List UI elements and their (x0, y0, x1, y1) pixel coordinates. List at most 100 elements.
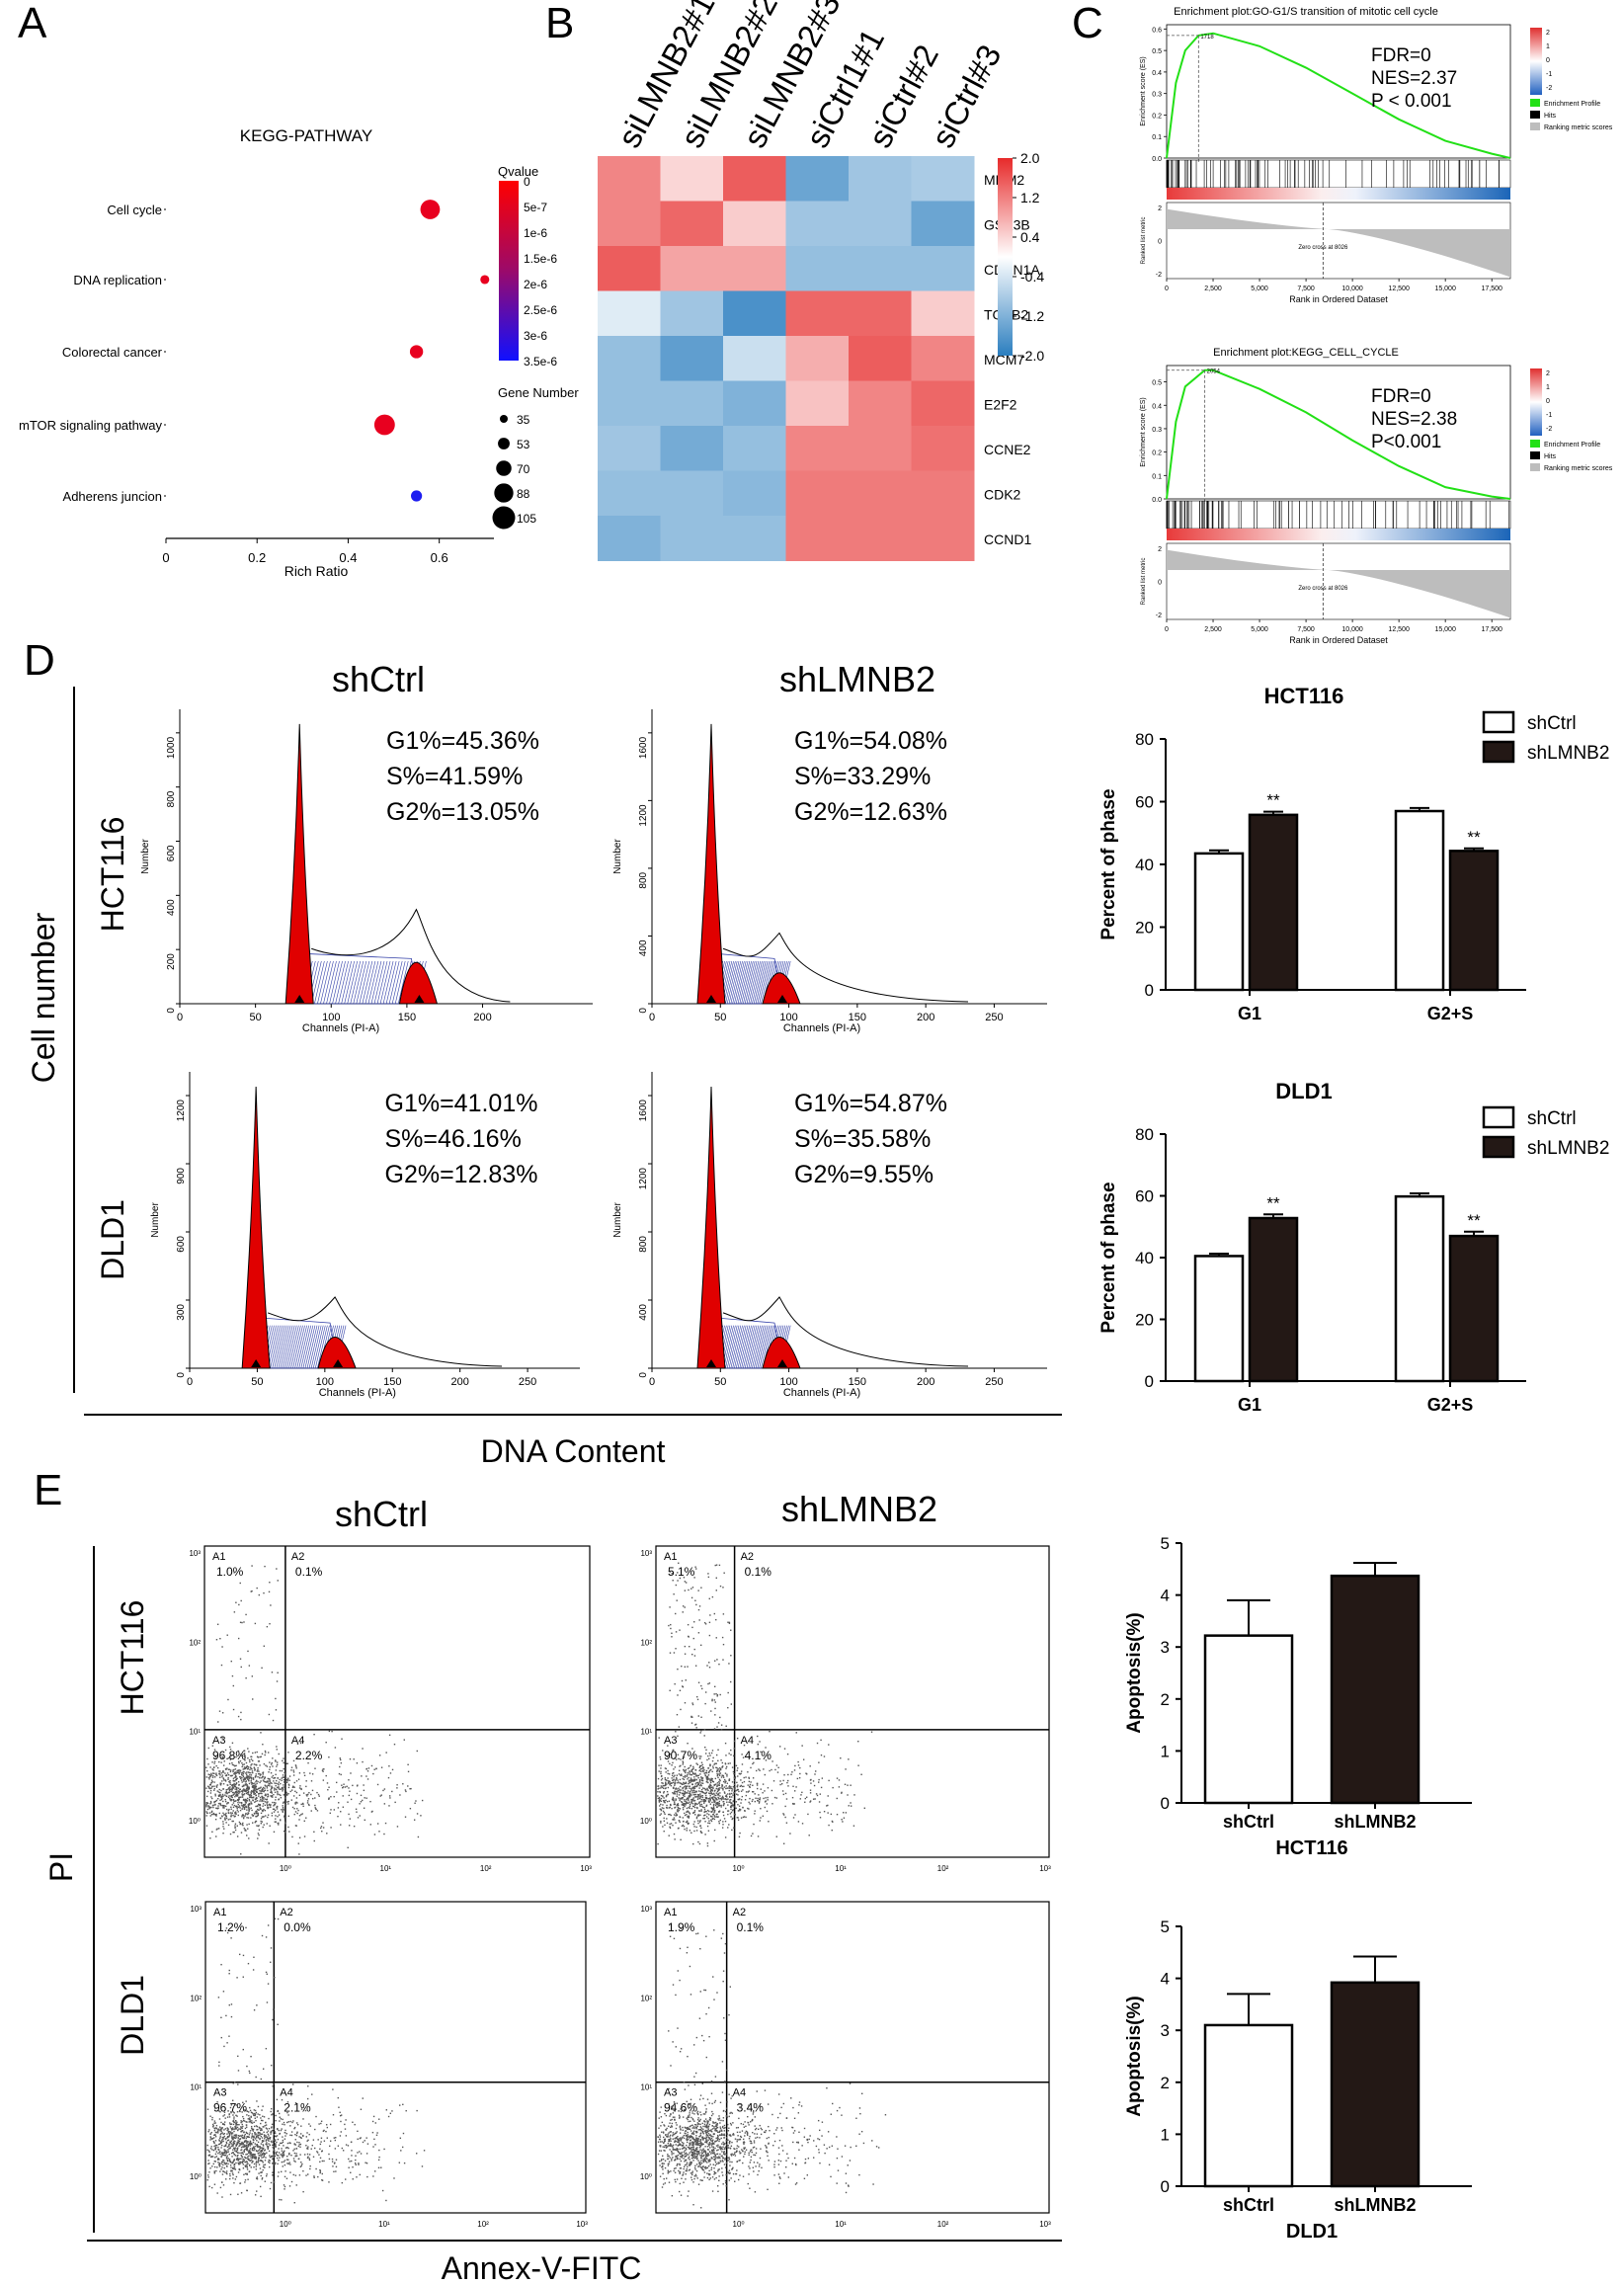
flow-dot (669, 1827, 672, 1830)
flow-dot (261, 2140, 264, 2142)
flow-dot (285, 1781, 288, 1783)
flow-dot (223, 2135, 225, 2138)
flow-dot (215, 2144, 218, 2147)
flow-dot (712, 1765, 714, 1767)
flow-dot (319, 2148, 321, 2151)
flow-dot (288, 2185, 291, 2187)
flow-dot (676, 1776, 678, 1779)
flow-dot (663, 1812, 666, 1814)
flow-dot (260, 2153, 262, 2155)
flow-dot (704, 1821, 706, 1823)
flow-dot (692, 1773, 695, 1775)
flow-dot (240, 2146, 243, 2149)
flow-dot (665, 1767, 668, 1770)
flow-dot (229, 1758, 232, 1760)
flow-dot (695, 1817, 698, 1820)
flow-dot (232, 2082, 234, 2084)
hist-g2-peak (398, 961, 439, 1005)
flow-dot (229, 1812, 232, 1814)
flow-dot (351, 2155, 353, 2157)
flow-dot (365, 2137, 367, 2139)
flow-dot (246, 2114, 248, 2116)
flow-dot (726, 1801, 728, 1803)
flow-dot (271, 2141, 273, 2144)
flow-dot (264, 2136, 266, 2139)
flow-dot (255, 1788, 258, 1791)
flow-dot (282, 1806, 284, 1809)
flow-dot (253, 1793, 255, 1796)
flow-dot (284, 1777, 287, 1779)
flow-dot (679, 1799, 681, 1802)
flow-dot (248, 1779, 250, 1782)
flow-dot (417, 1836, 420, 1838)
flow-dot (274, 1791, 277, 1793)
flow-dot (213, 1785, 215, 1787)
flow-dot (718, 1564, 721, 1567)
cell-cycle-stat: S%=41.59% (386, 763, 523, 790)
flow-dot (714, 1796, 716, 1799)
flow-dot (266, 1780, 268, 1783)
flow-dot (205, 1806, 207, 1808)
flow-dot (210, 1811, 213, 1814)
flow-dot (693, 1803, 696, 1805)
flow-dot (241, 2156, 243, 2158)
flow-dot (247, 1775, 250, 1777)
flow-dot (753, 1761, 755, 1764)
flow-dot (797, 1760, 799, 1763)
flow-dot (715, 1577, 717, 1579)
flow-dot (351, 2150, 353, 2152)
flow-dot (231, 2132, 234, 2134)
flow-dot (714, 1564, 716, 1567)
hist-s-hatch (391, 960, 403, 1005)
flow-dot (280, 2142, 282, 2145)
flow-dot (234, 1783, 237, 1786)
flow-dot (229, 1833, 232, 1836)
flow-dot (767, 1796, 769, 1799)
flow-dot (662, 1782, 664, 1784)
flow-dot (234, 1774, 237, 1777)
flow-dot (711, 1790, 713, 1792)
flow-dot (676, 1791, 679, 1793)
flow-dot (235, 1782, 238, 1784)
flow-dot (733, 1772, 735, 1775)
flow-dot (715, 1792, 718, 1794)
flow-dot (237, 2137, 239, 2139)
flow-dot (290, 2154, 292, 2157)
flow-dot (225, 1795, 227, 1797)
flow-dot (234, 1825, 236, 1827)
kegg-colorbar-title: Qvalue (498, 164, 538, 179)
flow-dot (688, 1645, 690, 1648)
kegg-colorbar-tick: 3e-6 (524, 329, 547, 343)
flow-y-tick-label: 10³ (640, 1549, 652, 1558)
heatmap-row-label: CCNE2 (984, 442, 1031, 457)
flow-dot (739, 1809, 742, 1811)
hist-s-hatch (296, 1325, 307, 1369)
flow-dot (673, 1803, 676, 1806)
flow-dot (292, 1774, 295, 1776)
flow-dot (232, 1794, 235, 1796)
flow-dot (711, 1779, 713, 1782)
hist-s-hatch (356, 960, 367, 1005)
flow-dot (268, 1771, 270, 1773)
flow-dot (241, 2131, 243, 2133)
flow-dot (259, 2128, 261, 2130)
flow-dot (251, 1790, 253, 1792)
flow-dot (743, 1744, 746, 1747)
flow-dot (685, 1788, 687, 1790)
flow-dot (271, 1672, 274, 1673)
flow-dot (234, 1771, 237, 1773)
flow-dot (274, 2155, 277, 2158)
flow-dot (363, 1784, 365, 1786)
flow-dot (253, 2121, 255, 2124)
flow-dot (215, 2151, 218, 2153)
flow-dot (709, 1769, 711, 1772)
flow-dot (659, 1790, 661, 1793)
flow-dot (208, 2185, 210, 2188)
hist-s-hatch (753, 1325, 765, 1369)
flow-dot (219, 1802, 221, 1805)
flow-dot (250, 1817, 252, 1819)
flow-dot (267, 1801, 269, 1803)
flow-dot (271, 1786, 274, 1789)
flow-dot (728, 1824, 730, 1826)
flow-dot (678, 1820, 681, 1822)
